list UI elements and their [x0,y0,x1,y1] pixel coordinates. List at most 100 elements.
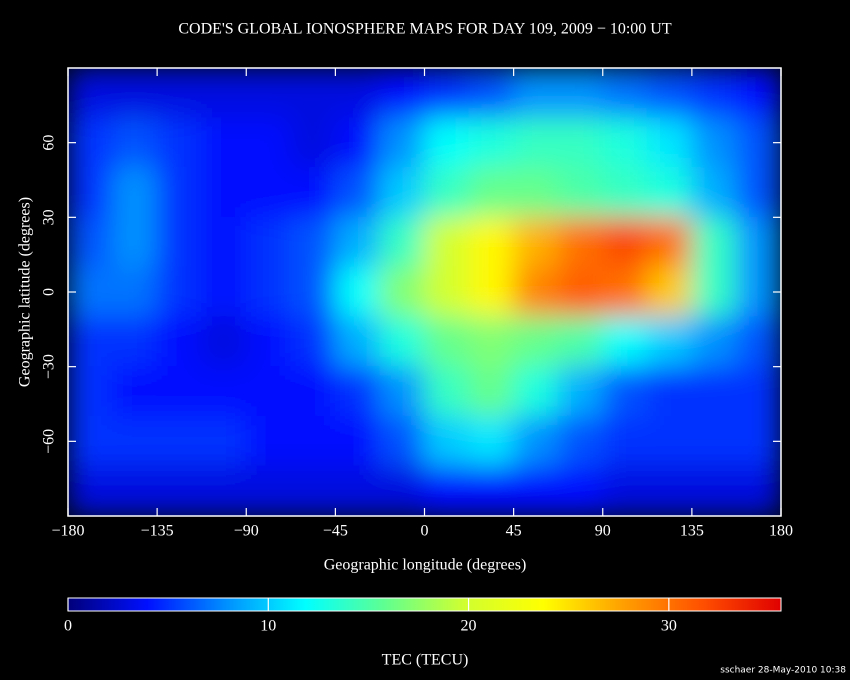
tec-cell [691,167,737,218]
tec-cell [513,266,559,318]
tec-cell [290,167,336,218]
tec-cell [691,266,737,318]
tec-cell [334,366,381,417]
tec-cell [646,167,693,218]
tec-cell [290,117,336,169]
tec-cell [691,415,737,467]
tec-cell [379,117,425,169]
tec-cell [201,465,247,516]
tec-cell [691,366,737,417]
x-tick-label: −180 [51,523,84,540]
colorbar-tick-label: 20 [461,618,477,635]
tec-cell [646,366,693,417]
y-tick-label: 60 [41,135,58,151]
tec-cell [156,216,203,268]
tec-cell [691,316,737,368]
tec-cell [290,68,336,119]
tec-cell [290,366,336,417]
tec-cell [602,167,648,218]
x-tick-label: 180 [769,523,793,540]
tec-cell [201,117,247,169]
tec-cell [201,316,247,368]
x-axis-label: Geographic longitude (degrees) [324,557,527,574]
tec-cell [468,117,515,169]
tec-cell [424,68,470,119]
tec-cell [468,316,515,368]
tec-cell [201,167,247,218]
tec-cell [68,316,114,368]
tec-cell [245,167,292,218]
tec-cell [156,366,203,417]
tec-cell [245,68,292,119]
chart-title: CODE'S GLOBAL IONOSPHERE MAPS FOR DAY 10… [178,21,672,38]
tec-cell [201,415,247,467]
tec-cell [112,366,158,417]
tec-cell [112,465,158,516]
tec-cell [379,167,425,218]
tec-cell [557,167,604,218]
tec-cell [646,316,693,368]
tec-cell [68,216,114,268]
tec-cell [334,216,381,268]
tec-cell [602,266,648,318]
tec-cell [513,415,559,467]
tec-cell [379,465,425,516]
tec-cell [557,117,604,169]
tec-cell [290,266,336,318]
tec-cell [646,216,693,268]
tec-cell [112,316,158,368]
tec-cell [379,415,425,467]
tec-cell [201,366,247,417]
tec-cell [735,216,781,268]
tec-cell [68,68,114,119]
tec-cell [201,68,247,119]
tec-cell [68,167,114,218]
tec-cell [557,216,604,268]
tec-cell [691,117,737,169]
tec-cell [602,316,648,368]
tec-cell [602,366,648,417]
tec-cell [424,465,470,516]
tec-cell [735,366,781,417]
y-axis-label: Geographic latitude (degrees) [17,197,34,387]
colorbar-label: TEC (TECU) [382,652,469,669]
tec-cell [602,465,648,516]
tec-cell [68,465,114,516]
tec-cell [513,216,559,268]
tec-cell [156,465,203,516]
tec-cell [245,415,292,467]
tec-cell [602,216,648,268]
tec-cell [468,68,515,119]
tec-cell [112,117,158,169]
tec-cell [468,216,515,268]
tec-cell [112,415,158,467]
tec-cell [691,216,737,268]
tec-cell [156,316,203,368]
tec-cell [245,266,292,318]
x-tick-label: 90 [595,523,611,540]
tec-cell [424,167,470,218]
colorbar-tick-label: 30 [661,618,677,635]
tec-cell [334,415,381,467]
colorbar-tick-label: 0 [64,618,72,635]
y-tick-label: −30 [41,354,58,379]
tec-cell [379,216,425,268]
tec-cell [334,465,381,516]
tec-cell [245,316,292,368]
tec-cell [646,117,693,169]
tec-field [68,68,781,516]
tec-cell [513,167,559,218]
tec-cell [646,415,693,467]
tec-cell [156,167,203,218]
tec-cell [602,68,648,119]
tec-cell [513,117,559,169]
tec-cell [424,117,470,169]
tec-cell [646,465,693,516]
tec-cell [557,316,604,368]
tec-cell [334,167,381,218]
tec-cell [646,266,693,318]
tec-cell [245,117,292,169]
tec-cell [290,316,336,368]
colorbar-tick-label: 10 [260,618,276,635]
